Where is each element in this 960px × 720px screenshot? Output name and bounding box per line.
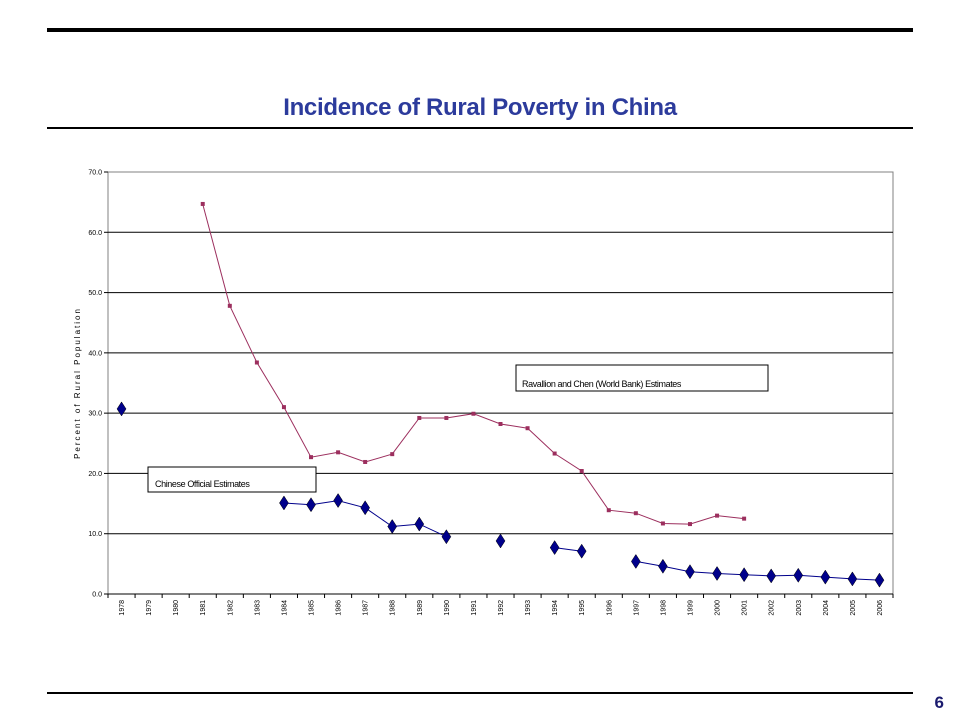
data-point (414, 516, 425, 532)
data-point (254, 360, 259, 365)
data-point (658, 558, 668, 574)
data-point (281, 405, 286, 410)
y-tick-label: 30.0 (88, 411, 102, 418)
x-tick-label: 2003 (796, 600, 803, 616)
data-point (498, 421, 503, 426)
annotation-official: Chinese Official Estimates (147, 466, 317, 493)
data-point (576, 543, 587, 559)
x-tick-label: 1981 (200, 600, 207, 616)
data-point (471, 411, 476, 416)
data-point (631, 553, 641, 569)
y-tick-label: 40.0 (88, 350, 102, 357)
x-tick-label: 2001 (742, 600, 749, 616)
x-tick-label: 1995 (579, 600, 586, 616)
x-tick-label: 1994 (552, 600, 559, 616)
x-tick-label: 1980 (173, 600, 180, 616)
x-tick-label: 2004 (823, 600, 830, 616)
y-tick-label: 60.0 (88, 230, 102, 237)
x-tick-label: 1983 (254, 600, 261, 616)
y-axis: 0.0 10.0 20.0 30.0 40.0 50.0 60.0 70.0 (88, 170, 108, 599)
data-point (579, 469, 584, 474)
annotation-official-text: Chinese Official Estimates (155, 479, 250, 489)
data-point (793, 567, 804, 583)
x-tick-label: 1986 (336, 600, 343, 616)
page-number: 6 (934, 693, 944, 712)
data-point (387, 519, 398, 534)
data-point (333, 493, 343, 509)
data-point (633, 511, 638, 516)
data-point (820, 569, 831, 585)
data-point (552, 451, 557, 456)
data-point (687, 522, 692, 527)
x-tick-label: 1998 (660, 600, 667, 616)
x-tick-label: 1978 (119, 600, 126, 616)
data-point (116, 401, 127, 417)
y-tick-label: 10.0 (88, 531, 102, 538)
data-point (525, 426, 530, 431)
x-tick-label: 1993 (525, 600, 532, 616)
data-point (360, 500, 370, 516)
slide-title: Incidence of Rural Poverty in China (283, 94, 677, 121)
data-point (712, 566, 722, 581)
data-point (200, 201, 205, 206)
data-point (739, 567, 749, 583)
x-axis: 1978 1979 1980 1981 1982 1983 1984 1985 1986 1987… (107, 593, 894, 616)
data-point (336, 450, 341, 455)
data-point (685, 564, 695, 580)
data-point (309, 455, 314, 460)
x-tick-label: 2006 (877, 600, 884, 616)
y-tick-label: 50.0 (88, 290, 102, 297)
data-point (441, 529, 452, 545)
x-tick-label: 1984 (281, 600, 288, 616)
x-tick-label: 1987 (363, 600, 370, 616)
series-0 (200, 201, 747, 527)
data-point (549, 540, 560, 556)
data-point (363, 459, 368, 464)
data-point (715, 513, 720, 518)
data-point (279, 495, 289, 511)
x-tick-label: 1988 (390, 600, 397, 616)
data-point (306, 497, 316, 513)
x-tick-label: 1992 (498, 600, 505, 616)
data-point (444, 415, 449, 420)
x-tick-label: 1990 (444, 600, 451, 616)
data-point (742, 516, 747, 521)
data-point (495, 533, 506, 549)
x-tick-label: 1996 (606, 600, 613, 616)
series-1 (116, 401, 885, 588)
y-tick-label: 0.0 (92, 592, 102, 599)
plot-area (107, 171, 894, 595)
x-tick-label: 1997 (633, 600, 640, 616)
data-point (390, 452, 395, 457)
data-point (660, 521, 665, 526)
title-rule (47, 127, 913, 129)
data-point (606, 508, 611, 513)
data-point (227, 303, 232, 308)
x-tick-label: 2000 (715, 600, 722, 616)
top-rule (47, 28, 913, 32)
x-tick-label: 1982 (227, 600, 234, 616)
x-tick-label: 1985 (309, 600, 316, 616)
data-point (847, 571, 858, 587)
x-tick-label: 2005 (850, 600, 857, 616)
data-point (874, 572, 885, 588)
data-point (417, 415, 422, 420)
x-tick-label: 2002 (769, 600, 776, 616)
y-tick-label: 20.0 (88, 471, 102, 478)
x-tick-label: 1991 (471, 600, 478, 616)
annotation-world-bank: Ravallion and Chen (World Bank) Estimate… (515, 364, 769, 392)
x-tick-label: 1999 (687, 600, 694, 616)
y-tick-label: 70.0 (88, 170, 102, 177)
annotation-world-bank-text: Ravallion and Chen (World Bank) Estimate… (522, 379, 682, 389)
y-axis-title: Percent of Rural Population (73, 307, 82, 459)
bottom-rule (47, 692, 913, 694)
series-layer (116, 201, 885, 588)
data-point (766, 568, 776, 584)
x-tick-label: 1989 (417, 600, 424, 616)
x-tick-label: 1979 (146, 600, 153, 616)
